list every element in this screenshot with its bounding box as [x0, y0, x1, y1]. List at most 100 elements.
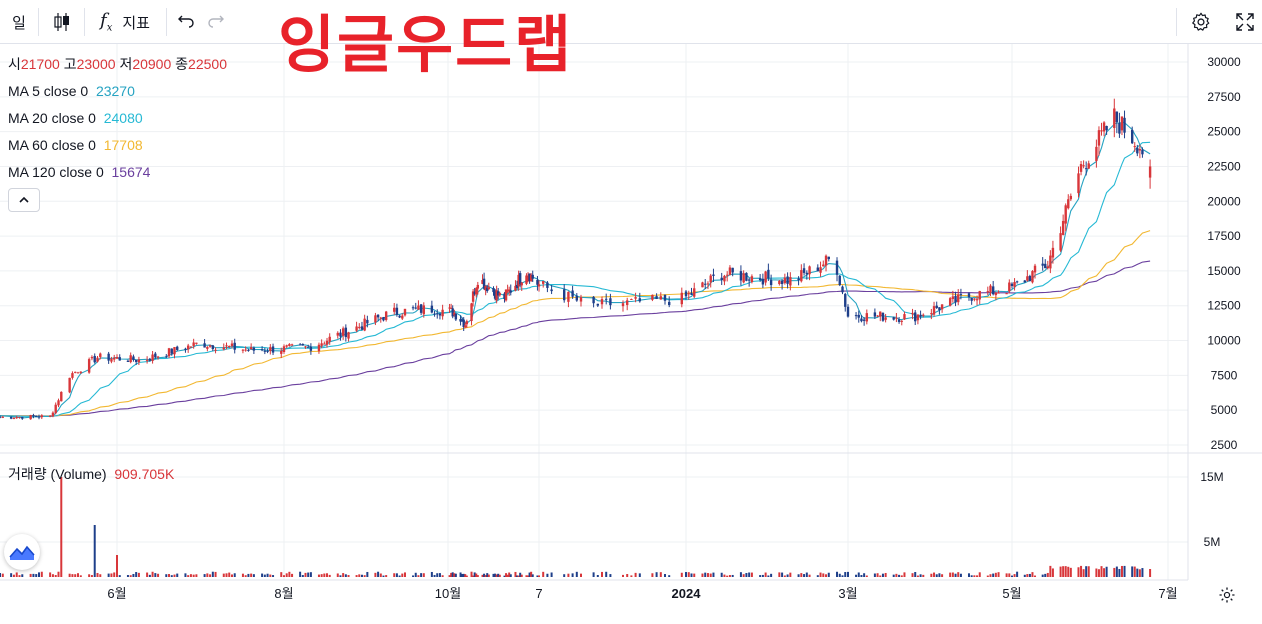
candle-body [846, 306, 850, 317]
volume-bar [1062, 566, 1065, 577]
volume-bar [492, 573, 495, 577]
candle-body [704, 283, 707, 285]
volume-bar [865, 575, 868, 577]
candle-body [76, 372, 80, 374]
indicators-button[interactable]: fx 지표 [90, 0, 160, 44]
tradingview-logo[interactable] [4, 534, 40, 570]
candle-body [328, 336, 331, 342]
candle-body [986, 291, 990, 293]
volume-bar [651, 573, 654, 577]
toolbar-divider [84, 8, 85, 36]
time-axis-settings-button[interactable] [1214, 582, 1240, 608]
time-tick-label: 7월 [1158, 586, 1177, 601]
volume-bar [77, 573, 79, 577]
volume-bar [1067, 566, 1070, 577]
candle-body [973, 298, 976, 300]
ma120-line [0, 260, 1151, 417]
gear-icon [1192, 12, 1210, 31]
volume-bar [228, 572, 231, 577]
volume-bar [989, 574, 992, 577]
candle-style-button[interactable] [44, 0, 80, 44]
function-icon: fx [100, 10, 113, 34]
volume-series [0, 477, 1152, 577]
candle-body [778, 280, 781, 284]
volume-bar [438, 573, 441, 577]
candle-body [18, 416, 21, 418]
ma5-legend[interactable]: MA 5 close 0 23270 [8, 82, 135, 100]
candle-body [932, 306, 936, 315]
candle-body [1046, 266, 1050, 269]
price-chart[interactable]: 30000 27500 25000 22500 20000 17500 15000 12500… [0, 44, 1262, 624]
ma60-legend[interactable]: MA 60 close 0 17708 [8, 136, 143, 154]
volume-bar [214, 571, 217, 577]
candle-body [471, 291, 475, 302]
candle-body [222, 347, 225, 350]
candle-body [462, 319, 465, 328]
candle-body [940, 304, 944, 310]
volume-bar [417, 575, 420, 577]
ma120-label: MA 120 close 0 [8, 164, 104, 180]
candle-body [263, 350, 267, 352]
candle-body [476, 284, 480, 289]
undo-button[interactable] [172, 0, 200, 44]
volume-bar [668, 575, 671, 577]
collapse-legend-button[interactable] [8, 188, 40, 212]
candle-body [0, 416, 2, 418]
candle-body [1064, 205, 1067, 224]
candle-body [935, 305, 938, 309]
candle-body [808, 266, 811, 275]
volume-legend[interactable]: 거래량 (Volume) 909.705K [8, 464, 174, 484]
volume-bar [451, 572, 454, 577]
volume-bar [176, 573, 179, 577]
candle-body [786, 276, 789, 284]
candle-body [280, 350, 283, 354]
volume-bar [841, 575, 844, 577]
candle-body [347, 332, 350, 339]
volume-bar [1077, 567, 1080, 577]
volume-bar [911, 573, 914, 577]
candle-body [414, 307, 417, 309]
candle-body [1005, 293, 1008, 295]
candle-body [550, 289, 553, 292]
candle-body [504, 289, 508, 301]
volume-bar [68, 573, 71, 577]
candle-body [288, 344, 291, 346]
candle-body [747, 279, 751, 281]
redo-button[interactable] [202, 0, 230, 44]
volume-bar [157, 573, 160, 577]
ma120-legend[interactable]: MA 120 close 0 15674 [8, 163, 150, 181]
candle-body [723, 275, 726, 282]
volume-bar [57, 571, 60, 577]
volume-bar [967, 573, 970, 577]
candle-body [176, 346, 179, 350]
interval-button[interactable]: 일 [4, 0, 34, 44]
ma20-legend[interactable]: MA 20 close 0 24080 [8, 109, 143, 127]
settings-button[interactable] [1186, 0, 1216, 44]
volume-bar [453, 573, 456, 577]
fullscreen-button[interactable] [1230, 0, 1260, 44]
candle-body [720, 277, 723, 281]
candle-body [249, 347, 253, 350]
volume-bar [680, 572, 683, 577]
volume-bar [1023, 574, 1026, 577]
candle-body [1033, 265, 1037, 273]
candle-body [680, 292, 683, 305]
volume-bar [342, 573, 345, 577]
volume-bar [146, 572, 149, 577]
volume-bar [206, 573, 209, 577]
volume-bar [344, 574, 347, 577]
volume-bar [726, 575, 729, 577]
volume-bar [74, 574, 77, 577]
candle-body [592, 296, 595, 304]
volume-bar [609, 574, 612, 577]
candle-body [126, 360, 130, 362]
price-tick-label: 20000 [1207, 194, 1241, 208]
candle-body [211, 345, 215, 350]
volume-bar [1016, 571, 1019, 577]
candle-body [712, 274, 715, 276]
candle-body [758, 278, 762, 281]
volume-bar [38, 572, 40, 577]
volume-bar [250, 573, 253, 577]
volume-bar [781, 572, 784, 577]
volume-bar [448, 575, 451, 577]
